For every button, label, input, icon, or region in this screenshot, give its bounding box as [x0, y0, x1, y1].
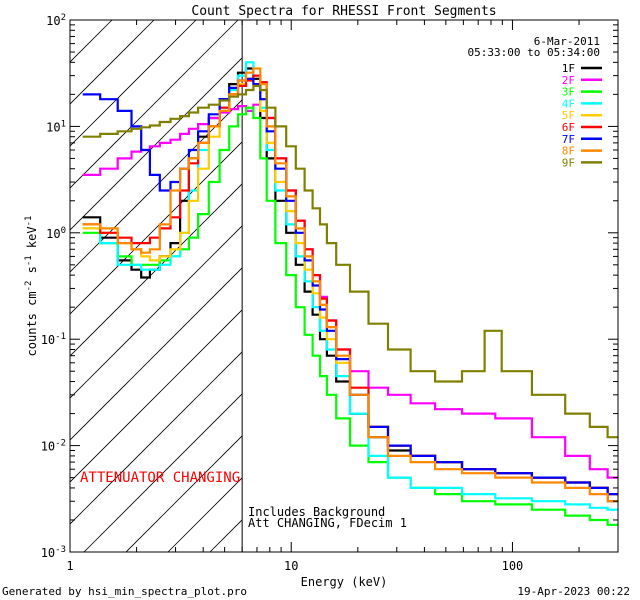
hatch-line — [125, 435, 243, 552]
hatch-line — [70, 20, 197, 147]
y-tick-label: 10-2 — [41, 439, 66, 454]
series-line-9f — [82, 84, 618, 439]
legend-label: 8F — [562, 145, 575, 158]
annotation-background: Includes Background — [248, 505, 385, 519]
legend-label: 1F — [562, 62, 575, 75]
legend-label: 6F — [562, 121, 575, 134]
series-line-8f — [82, 67, 618, 503]
chart-title: Count Spectra for RHESSI Front Segments — [191, 4, 496, 19]
hatch-line — [70, 267, 243, 441]
attenuator-label: ATTENUATOR CHANGING — [80, 470, 240, 486]
hatch-line — [70, 183, 243, 357]
footer-generator: Generated by hsi_min_spectra_plot.pro — [2, 585, 247, 598]
y-tick-label: 10-1 — [41, 332, 66, 347]
hatch-line — [70, 20, 239, 189]
x-tick-labels: 1 10 100 — [66, 559, 523, 573]
x-tick-label: 100 — [502, 559, 524, 573]
y-tick-label: 10-3 — [41, 545, 66, 560]
footer-timestamp: 19-Apr-2023 00:22 — [517, 585, 630, 598]
y-tick-labels: 102 101 100 10-1 10-2 10-3 — [41, 13, 66, 560]
hatch-line — [70, 225, 243, 399]
legend-label: 5F — [562, 109, 575, 122]
legend-label: 2F — [562, 74, 575, 87]
legend-label: 3F — [562, 86, 575, 99]
hatch-line — [70, 309, 243, 483]
hatch-line — [70, 351, 243, 525]
x-axis-label: Energy (keV) — [301, 575, 388, 589]
y-axis-label: counts cm-2 s-1 keV-1 — [24, 216, 39, 357]
y-tick-label: 101 — [46, 119, 66, 134]
plot-frame — [69, 19, 619, 553]
x-tick-label: 10 — [284, 559, 298, 573]
hatch-line — [70, 57, 243, 231]
axis-ticks — [69, 19, 619, 553]
legend-label: 9F — [562, 156, 575, 169]
series-group — [82, 61, 618, 526]
hatch-line — [83, 393, 243, 552]
hatch-line — [70, 141, 243, 315]
annotation-attenuator: Att CHANGING, FDecim 1 — [248, 516, 407, 530]
legend-label: 7F — [562, 133, 575, 146]
x-tick-label: 1 — [66, 559, 73, 573]
legend-label: 4F — [562, 97, 575, 110]
date-label: 6-Mar-2011 — [534, 35, 600, 48]
time-range-label: 05:33:00 to 05:34:00 — [468, 46, 600, 59]
y-tick-label: 100 — [46, 226, 66, 241]
y-tick-label: 102 — [46, 13, 66, 28]
